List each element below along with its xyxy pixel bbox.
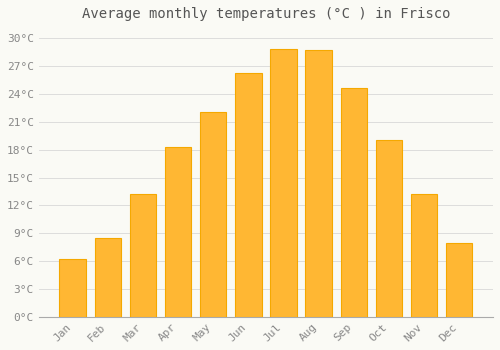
Bar	[376, 140, 402, 317]
Bar	[130, 194, 156, 317]
Title: Average monthly temperatures (°C ) in Frisco: Average monthly temperatures (°C ) in Fr…	[82, 7, 450, 21]
Bar	[235, 73, 262, 317]
Bar	[340, 88, 367, 317]
Bar	[94, 238, 121, 317]
Bar	[411, 194, 438, 317]
Bar	[60, 259, 86, 317]
Bar	[446, 243, 472, 317]
Bar	[200, 112, 226, 317]
Bar	[306, 50, 332, 317]
Bar	[165, 147, 191, 317]
Bar	[270, 49, 296, 317]
